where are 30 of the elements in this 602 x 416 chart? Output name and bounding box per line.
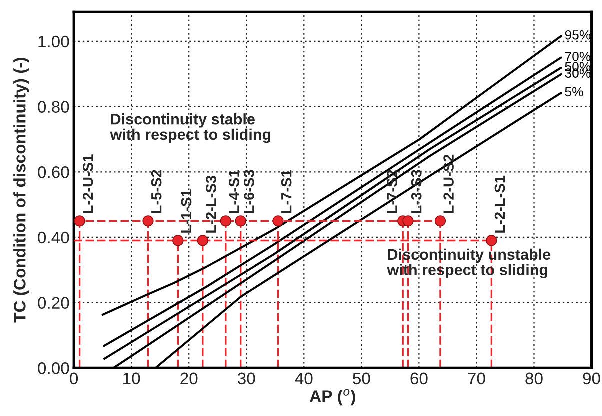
x-tick-label: 70: [468, 372, 486, 385]
x-tick-label: 40: [295, 372, 313, 385]
x-tick-label: 50: [353, 372, 370, 385]
y-tick-label: 0.40: [38, 232, 70, 244]
annotation: L-5-S2: [151, 170, 162, 214]
annotation: L-2-L-S1: [494, 176, 506, 233]
annotation: L-3-S3: [411, 170, 422, 214]
annotation: L-2-U-S2: [444, 154, 454, 214]
y-tick-label: 1.00: [38, 36, 70, 48]
x-tick-label: 80: [526, 372, 543, 385]
annotation: Discontinuity stable with respect to sliding: [110, 114, 271, 144]
y-tick-label: 0.80: [38, 101, 70, 114]
x-tick-label: 20: [180, 372, 198, 385]
annotation: L-4-S1: [229, 170, 240, 214]
y-axis-title: TC (Condition of discontinuity) (-): [14, 58, 30, 323]
annotation: L-7-S1: [281, 170, 292, 214]
annotation: L-6-S3: [244, 170, 254, 214]
annotation: L-2-U-S1: [82, 154, 94, 214]
y-tick-label: 0.20: [38, 297, 70, 310]
x-tick-label: 30: [238, 372, 256, 385]
x-tick-label: 10: [124, 372, 140, 385]
y-tick-label: 0.60: [38, 166, 70, 178]
y-tick-label: 0.00: [38, 362, 70, 374]
x-tick-label: 60: [410, 372, 428, 385]
x-tick-label: 0: [70, 372, 78, 385]
x-axis-title: AP ($^{o}$): [310, 389, 356, 406]
annotation: L-2-L-S3: [206, 176, 216, 233]
x-tick-label: 90: [583, 372, 600, 385]
annotation: L-1-S1: [181, 190, 192, 233]
series-label: 5%: [565, 87, 584, 97]
